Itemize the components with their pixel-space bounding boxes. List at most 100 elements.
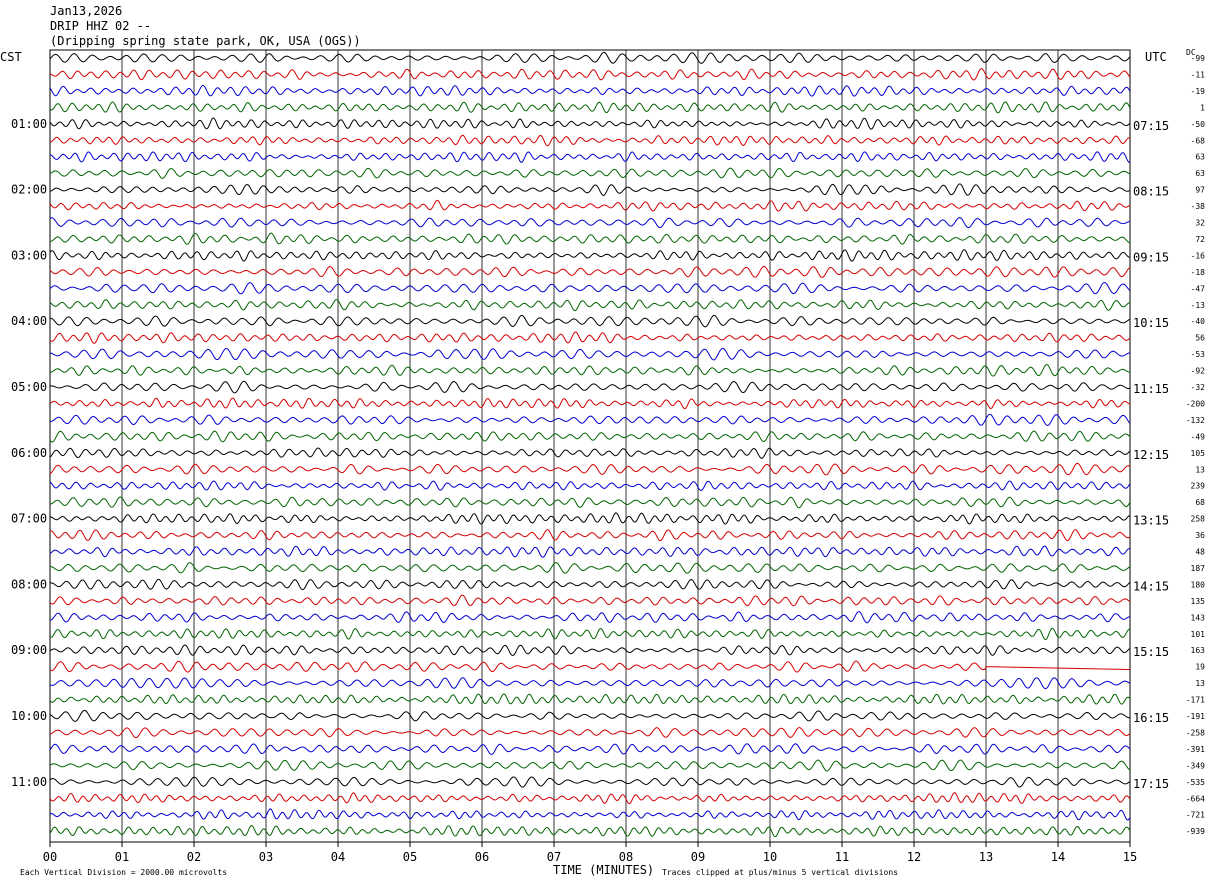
x-tick-label: 08 [619, 850, 633, 864]
x-axis-label: TIME (MINUTES) [553, 863, 655, 877]
cst-hour-label: 02:00 [11, 183, 47, 197]
trace-line [49, 727, 1131, 739]
trace-line [49, 578, 1131, 591]
utc-hour-label: 14:15 [1133, 579, 1169, 593]
dc-offset-label: 68 [1195, 498, 1205, 507]
right-timezone-label: UTC [1145, 50, 1167, 64]
cst-hour-label: 07:00 [11, 512, 47, 526]
dc-offset-label: 48 [1195, 548, 1205, 557]
trace-line [49, 480, 1131, 492]
x-axis-ticks: 00 01 02 03 04 05 06 07 08 09 10 11 12 13 14 15 [43, 842, 1137, 864]
x-tick-label: 06 [475, 850, 489, 864]
scale-note: Each Vertical Division = 2000.00 microvo… [20, 868, 228, 877]
trace-line [49, 447, 1131, 459]
trace-line [49, 825, 1131, 838]
trace-line [49, 562, 1131, 574]
dc-offset-label: -40 [1191, 317, 1206, 326]
trace-line [49, 430, 1131, 443]
station-name: DRIP HHZ 02 -- [50, 19, 152, 33]
dc-offset-label: 72 [1195, 235, 1205, 244]
dc-offset-label: 97 [1195, 186, 1205, 195]
x-tick-label: 02 [187, 850, 201, 864]
trace-line [49, 347, 1131, 361]
trace-line [49, 792, 1131, 805]
dc-offset-label: -68 [1191, 136, 1206, 145]
dc-offset-label: 1 [1200, 103, 1205, 112]
x-tick-label: 14 [1051, 850, 1065, 864]
dc-offset-label: -171 [1186, 696, 1205, 705]
trace-line [49, 380, 1131, 394]
dc-offset-label: 187 [1191, 564, 1206, 573]
dc-offset-label: -19 [1191, 87, 1206, 96]
trace-line [49, 660, 1131, 673]
x-tick-label: 03 [259, 850, 273, 864]
trace-line [49, 529, 1131, 542]
trace-line [49, 101, 1131, 114]
x-tick-label: 10 [763, 850, 777, 864]
trace-line [49, 759, 1131, 772]
chart-date: Jan13,2026 [50, 4, 123, 18]
trace-line [49, 709, 1131, 722]
cst-hour-label: 04:00 [11, 314, 47, 328]
dc-offset-label: -200 [1186, 399, 1205, 408]
trace-line [49, 232, 1131, 245]
dc-offset-label: 56 [1195, 334, 1205, 343]
dc-offset-label: -18 [1191, 268, 1206, 277]
seismic-traces [49, 51, 1131, 838]
trace-line [49, 314, 1131, 328]
trace-line [49, 68, 1131, 81]
utc-hour-label: 13:15 [1133, 514, 1169, 528]
cst-hour-label: 11:00 [11, 775, 47, 789]
dc-offset-label: -191 [1186, 712, 1205, 721]
utc-hour-label: 07:15 [1133, 119, 1169, 133]
x-tick-label: 09 [691, 850, 705, 864]
utc-hour-label: 11:15 [1133, 382, 1169, 396]
dc-offset-label: 63 [1195, 169, 1205, 178]
utc-hour-label: 17:15 [1133, 777, 1169, 791]
dc-offset-label: 13 [1195, 465, 1205, 474]
trace-line [49, 84, 1131, 97]
dc-offset-label: -535 [1186, 778, 1205, 787]
utc-hour-label: 12:15 [1133, 448, 1169, 462]
trace-line [49, 249, 1131, 262]
trace-line [49, 644, 1131, 657]
dc-offset-label: -50 [1191, 120, 1206, 129]
trace-line [49, 199, 1131, 212]
cst-hour-label: 08:00 [11, 577, 47, 591]
dc-offset-label: -38 [1191, 202, 1206, 211]
cst-hour-label: 03:00 [11, 248, 47, 262]
trace-line [49, 496, 1131, 509]
dc-offset-label: -349 [1186, 761, 1205, 770]
dc-offset-label: -391 [1186, 745, 1205, 754]
trace-line [49, 397, 1131, 410]
trace-line [49, 627, 1131, 640]
x-tick-label: 15 [1123, 850, 1137, 864]
dc-offset-label: -11 [1191, 70, 1206, 79]
dc-offset-label: -721 [1186, 811, 1205, 820]
dc-offset-label: 19 [1195, 663, 1205, 672]
trace-line [49, 299, 1131, 312]
x-tick-label: 13 [979, 850, 993, 864]
trace-line [49, 282, 1131, 295]
x-tick-label: 11 [835, 850, 849, 864]
utc-hour-label: 15:15 [1133, 645, 1169, 659]
dc-offset-label: -32 [1191, 383, 1206, 392]
dc-offset-label: -47 [1191, 284, 1206, 293]
x-tick-label: 05 [403, 850, 417, 864]
station-location: (Dripping spring state park, OK, USA (OG… [50, 34, 361, 48]
dc-offset-label: -99 [1191, 54, 1206, 63]
trace-line [49, 167, 1131, 179]
trace-line [49, 331, 1131, 344]
dc-offset-label: -16 [1191, 251, 1206, 260]
dc-offset-label: 180 [1191, 580, 1206, 589]
utc-hour-label: 16:15 [1133, 711, 1169, 725]
clip-note: Traces clipped at plus/minus 5 vertical … [662, 868, 899, 877]
trace-line [49, 134, 1131, 147]
trace-line [49, 51, 1131, 64]
dc-offset-label: 63 [1195, 153, 1205, 162]
dc-offset-label: 13 [1195, 679, 1205, 688]
dc-offset-labels: -99-11-191-50-68636397-383272-16-18-47-1… [1186, 54, 1205, 836]
trace-line [49, 808, 1131, 821]
utc-hour-label: 08:15 [1133, 185, 1169, 199]
utc-hour-label: 10:15 [1133, 316, 1169, 330]
